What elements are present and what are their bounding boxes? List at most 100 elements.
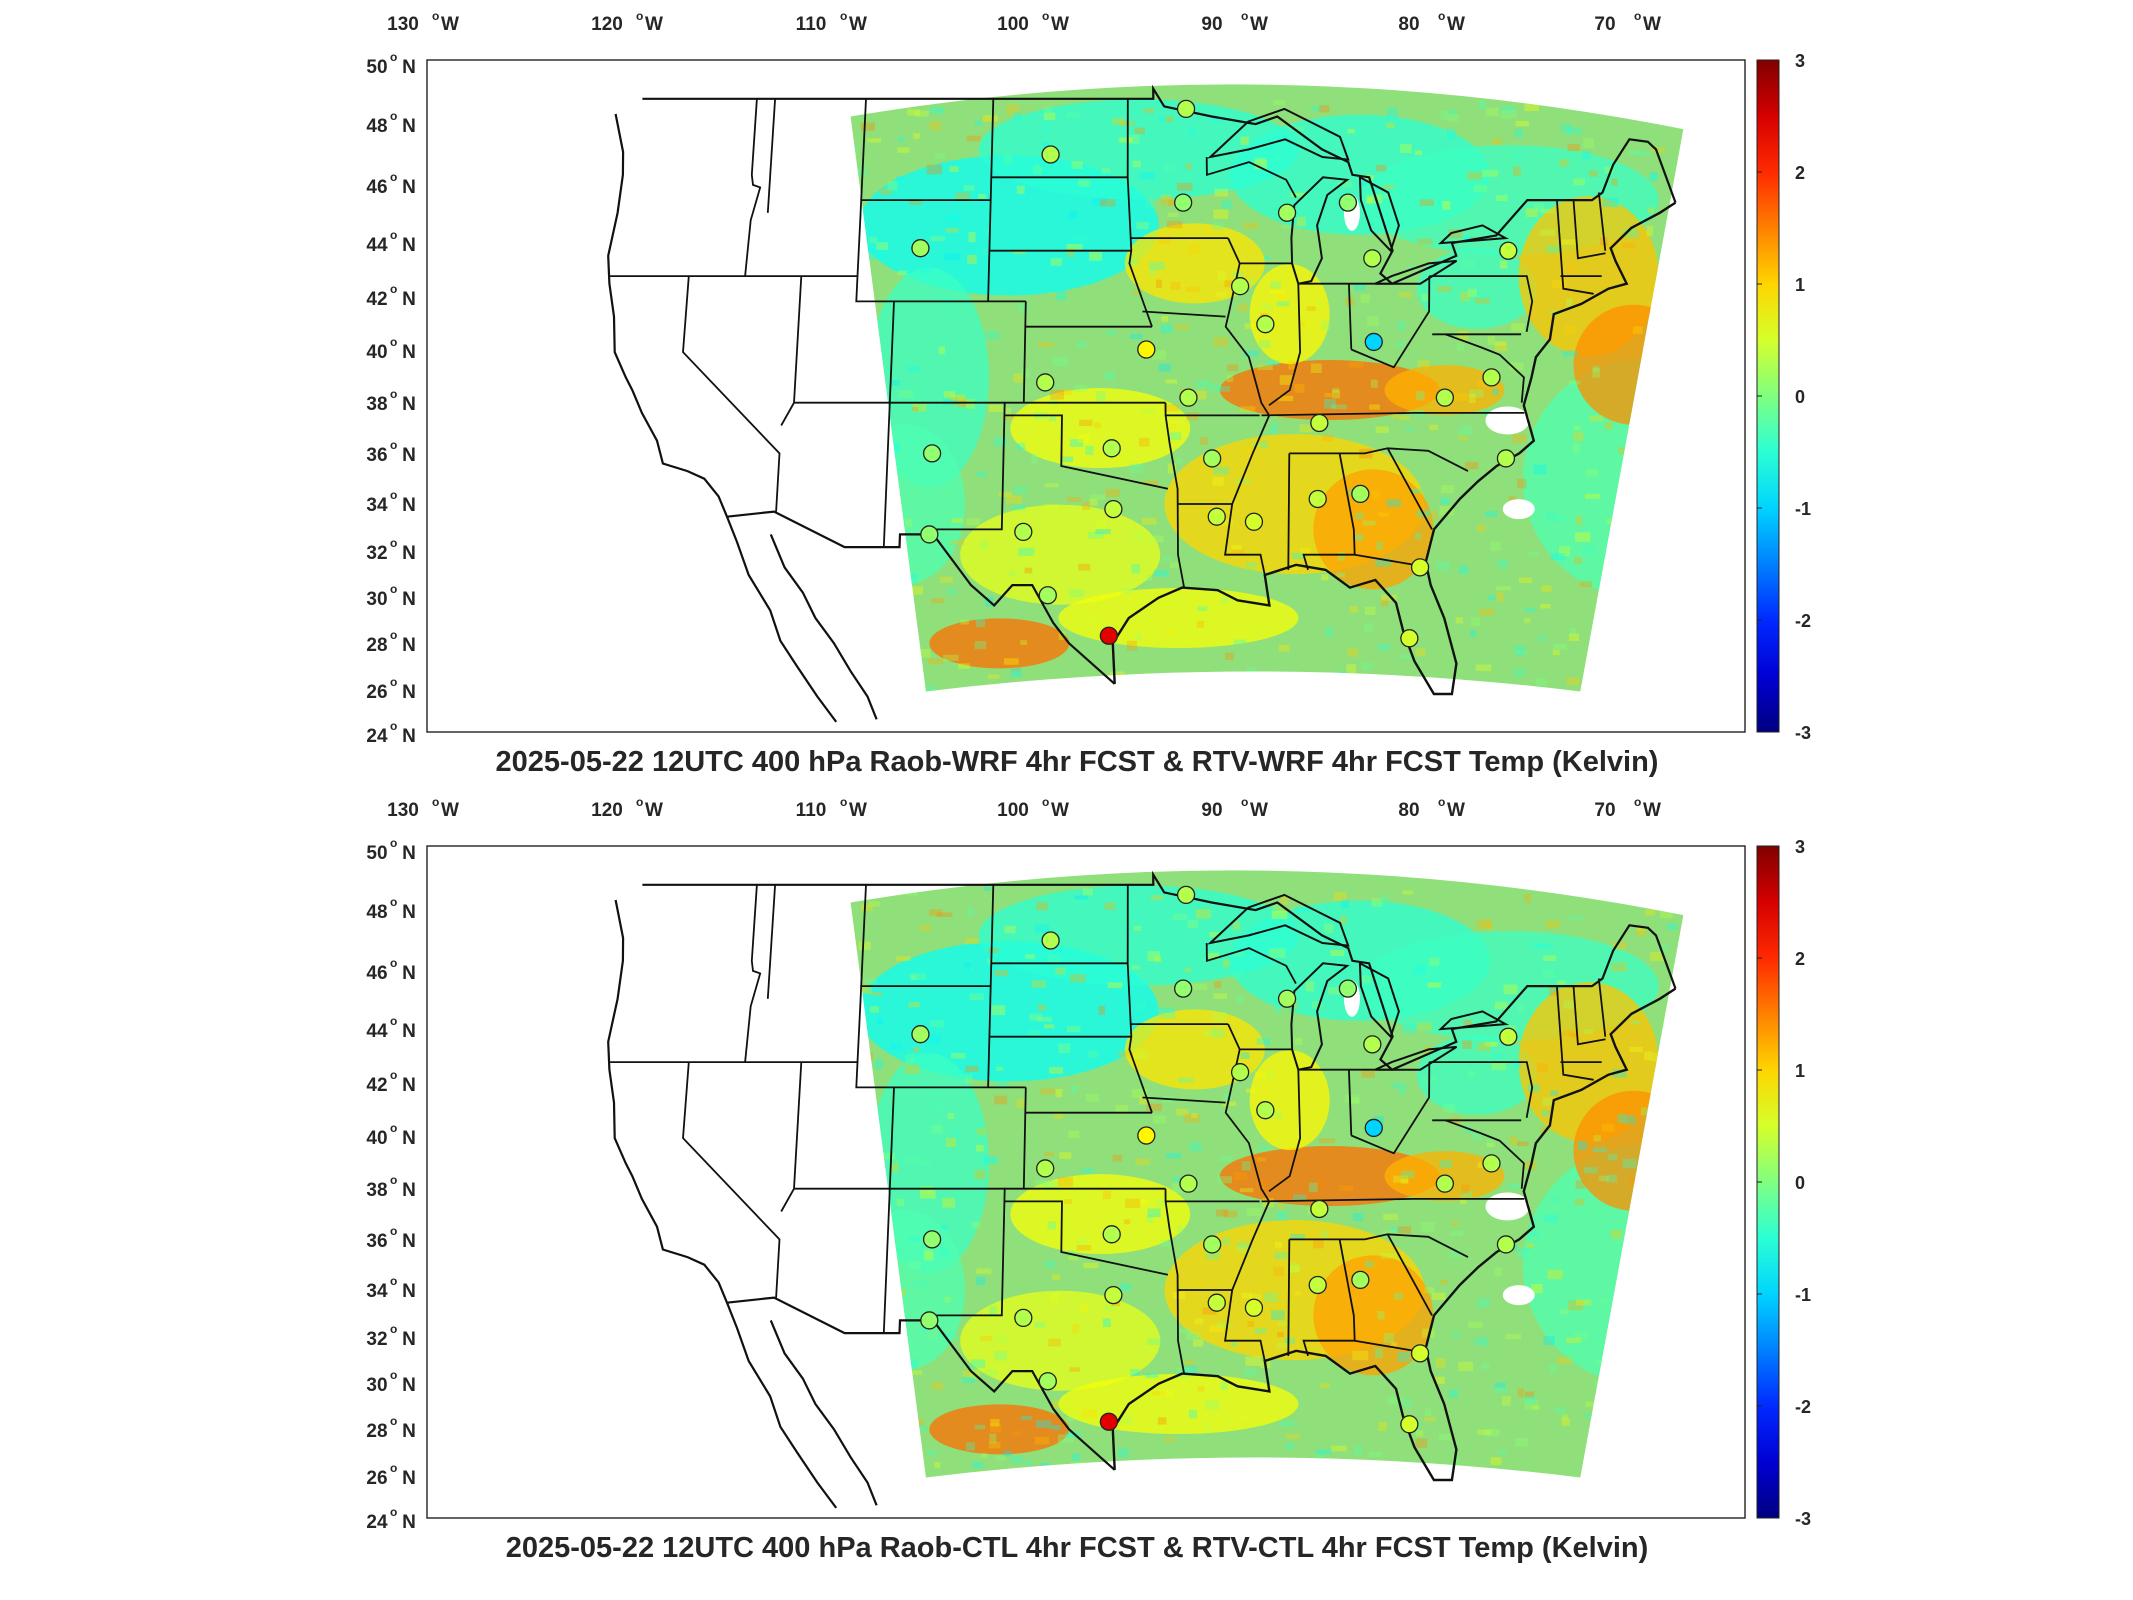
lat-tick-label: 26: [366, 682, 387, 703]
lon-tick-hem: W: [1051, 14, 1069, 35]
degree-symbol: o: [390, 1414, 397, 1428]
lat-tick-label: 38: [366, 394, 387, 415]
raob-station-marker: [1176, 99, 1196, 119]
lat-tick-label: 24: [366, 1512, 388, 1533]
raob-station-marker: [1244, 512, 1264, 531]
lon-tick-hem: W: [645, 14, 663, 35]
raob-station-marker: [1435, 1174, 1455, 1193]
colorbar-tick-label: 1: [1795, 275, 1805, 295]
degree-symbol: o: [390, 1461, 397, 1475]
lat-tick-hem: N: [402, 445, 416, 466]
degree-symbol: o: [390, 170, 397, 184]
colorbar-tick-label: 0: [1795, 387, 1805, 407]
degree-symbol: o: [1634, 9, 1641, 23]
raob-station-marker: [1364, 1118, 1383, 1138]
lon-tick-hem: W: [1051, 800, 1069, 821]
raob-station-marker: [1410, 1344, 1430, 1363]
lat-tick-hem: N: [402, 235, 416, 256]
degree-symbol: o: [390, 895, 397, 909]
raob-station-marker: [1351, 1270, 1370, 1290]
lat-tick-hem: N: [402, 1468, 416, 1489]
raob-station-marker: [1482, 1154, 1501, 1173]
colorbar: 3 2 1 0 -1 -2 -3: [1756, 51, 1811, 743]
raob-station-marker: [1351, 484, 1370, 504]
degree-symbol: o: [390, 1121, 397, 1135]
colorbar-tick-label: -2: [1795, 611, 1811, 631]
raob-station-marker: [1207, 1293, 1226, 1312]
degree-symbol: o: [390, 1505, 397, 1519]
raob-station-marker: [920, 525, 939, 544]
raob-station-marker: [1277, 203, 1297, 222]
lon-tick-hem: W: [1447, 14, 1465, 35]
raob-station-marker: [1496, 449, 1516, 468]
lat-tick-label: 40: [366, 1128, 387, 1149]
lat-tick-label: 48: [366, 902, 387, 923]
lat-tick-hem: N: [402, 1075, 416, 1096]
lat-tick-label: 34: [366, 1281, 388, 1302]
colorbar-tick-label: 2: [1795, 949, 1805, 969]
colorbar-tick-label: 1: [1795, 1061, 1805, 1081]
lat-tick-label: 30: [366, 589, 387, 610]
raob-station-marker: [1179, 388, 1198, 407]
map-svg-top: 130 o W 120 o W 110 o W 100 o W 90 o W 80 o W 70 o W50 o N48 o N…: [366, 9, 1811, 778]
raob-station-marker: [1014, 522, 1033, 542]
lat-tick-label: 32: [366, 1329, 387, 1350]
raob-station-marker: [1036, 1159, 1055, 1178]
raob-station-marker: [1482, 368, 1501, 387]
degree-symbol: o: [390, 1224, 397, 1238]
lat-tick-label: 30: [366, 1375, 387, 1396]
raob-station-marker: [1499, 1027, 1518, 1046]
degree-symbol: o: [1634, 795, 1641, 809]
lat-tick-label: 38: [366, 1180, 387, 1201]
lon-tick-label: 120: [591, 800, 623, 821]
lon-tick-label: 100: [997, 14, 1029, 35]
lon-tick-hem: W: [1447, 800, 1465, 821]
raob-station-marker: [1308, 489, 1327, 509]
lon-tick-hem: W: [1643, 14, 1661, 35]
lat-tick-hem: N: [402, 116, 416, 137]
raob-station-marker: [1173, 979, 1193, 998]
lat-tick-label: 36: [366, 445, 387, 466]
degree-symbol: o: [390, 1068, 397, 1082]
lat-tick-hem: N: [402, 843, 416, 864]
lon-tick-label: 110: [796, 14, 827, 35]
lat-tick-label: 42: [366, 289, 387, 310]
raob-station-marker: [1308, 1275, 1327, 1295]
degree-symbol: o: [840, 795, 847, 809]
raob-station-marker: [1099, 1412, 1119, 1431]
colorbar-tick-label: 0: [1795, 1173, 1805, 1193]
lon-tick-label: 80: [1398, 800, 1419, 821]
lat-tick-hem: N: [402, 1329, 416, 1350]
raob-station-marker: [1400, 629, 1419, 648]
raob-station-marker: [1176, 885, 1196, 905]
degree-symbol: o: [390, 1014, 397, 1028]
lon-tick-label: 130: [387, 800, 419, 821]
raob-station-marker: [1099, 626, 1119, 645]
raob-station-marker: [911, 1025, 930, 1044]
raob-station-marker: [1102, 1225, 1121, 1244]
lat-tick-hem: N: [402, 902, 416, 923]
raob-station-marker: [1363, 1035, 1382, 1054]
raob-station-marker: [1400, 1415, 1419, 1434]
lon-tick-hem: W: [645, 800, 663, 821]
degree-symbol: o: [390, 387, 397, 401]
lon-tick-label: 70: [1594, 14, 1615, 35]
colorbar-tick-label: 2: [1795, 163, 1805, 183]
map-frame: [426, 845, 1746, 1519]
lat-tick-label: 50: [366, 57, 387, 78]
lon-tick-hem: W: [849, 14, 867, 35]
raob-station-marker: [1173, 193, 1193, 212]
raob-station-marker: [1256, 1101, 1275, 1120]
degree-symbol: o: [390, 1322, 397, 1336]
colorbar-tick-label: -1: [1795, 499, 1811, 519]
degree-symbol: o: [1241, 795, 1248, 809]
raob-station-marker: [1496, 1235, 1516, 1254]
degree-symbol: o: [390, 719, 397, 733]
degree-symbol: o: [390, 335, 397, 349]
colorbar-tick-label: -1: [1795, 1285, 1811, 1305]
degree-symbol: o: [390, 956, 397, 970]
raob-station-marker: [1207, 507, 1226, 526]
colorbar-tick-label: 3: [1795, 837, 1805, 857]
